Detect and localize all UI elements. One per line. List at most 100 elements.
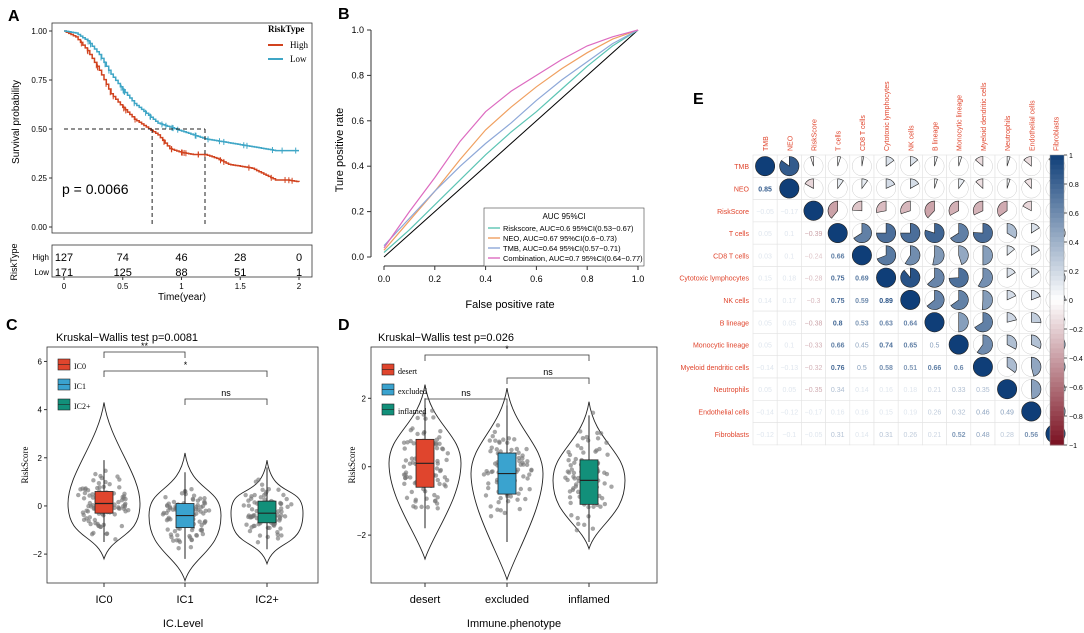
corr-pie xyxy=(972,223,993,243)
jitter-point xyxy=(576,521,581,527)
jitter-point xyxy=(430,408,435,413)
corr-value: −0.12 xyxy=(756,432,774,439)
corr-value: 0.52 xyxy=(952,432,966,439)
corr-col-label: Monocytic lineage xyxy=(957,95,964,151)
jitter-point xyxy=(241,503,247,508)
d-subtitle: Kruskal−Wallis test p=0.026 xyxy=(378,332,514,344)
sig-bracket xyxy=(103,351,186,358)
corr-value: 0.14 xyxy=(855,387,869,394)
corr-col-label: RiskScore xyxy=(812,119,819,151)
corr-pie xyxy=(861,156,865,167)
corr-value: −0.14 xyxy=(756,365,774,372)
jitter-point xyxy=(200,531,206,537)
corr-pie xyxy=(958,312,969,333)
jitter-point xyxy=(87,515,92,520)
corr-pie xyxy=(779,178,800,199)
jitter-point xyxy=(524,462,530,468)
colorbar-segment xyxy=(1050,188,1064,195)
corr-value: −0.32 xyxy=(805,365,823,372)
violin-IC0 xyxy=(67,402,141,561)
corr-col-label: Cytotoxic lymphocytes xyxy=(884,81,891,151)
jitter-point xyxy=(90,492,95,497)
roc-xlabel: False positive rate xyxy=(465,299,554,311)
jitter-point xyxy=(80,486,85,491)
corr-value: 0.49 xyxy=(1000,409,1014,416)
jitter-point xyxy=(171,499,177,505)
jitter-point xyxy=(82,490,88,496)
corr-row-label: T cells xyxy=(729,231,750,238)
colorbar-segment xyxy=(1050,174,1064,180)
ytick-label: 2 xyxy=(362,394,367,403)
corr-pie xyxy=(837,178,844,190)
jitter-point xyxy=(93,471,98,477)
jitter-point xyxy=(493,438,498,443)
jitter-point xyxy=(194,511,199,516)
jitter-point xyxy=(527,472,532,477)
jitter-point xyxy=(575,443,580,448)
km-plot: 0.00 0.25 0.50 0.75 1.00 0 0.5 1 1.5 2 Survival p… xyxy=(9,22,313,303)
corr-pie xyxy=(900,223,921,243)
colorbar-segment xyxy=(1050,358,1064,364)
violin-excluded xyxy=(470,387,544,582)
corr-value: 0.75 xyxy=(831,298,845,305)
colorbar-segment xyxy=(1050,159,1064,166)
ytick-label: 0 xyxy=(362,463,367,472)
corr-row-label: B lineage xyxy=(720,320,749,327)
colorbar-segment xyxy=(1050,304,1064,311)
jitter-point xyxy=(433,498,438,503)
jitter-point xyxy=(517,506,522,512)
colorbar-segment xyxy=(1050,232,1064,238)
colorbar-label: 0.8 xyxy=(1069,182,1079,189)
jitter-point xyxy=(498,495,503,501)
corr-pie xyxy=(1031,356,1042,377)
colorbar-segment xyxy=(1050,256,1064,262)
roc-ytick-label: 0.8 xyxy=(351,70,364,80)
roc-curve-combination xyxy=(383,29,639,249)
jitter-point xyxy=(95,521,100,527)
jitter-point xyxy=(247,528,253,534)
corr-row-label: Myeloid dendritic cells xyxy=(681,365,750,372)
ytick-label: 2 xyxy=(38,454,43,463)
jitter-point xyxy=(90,495,96,500)
jitter-point xyxy=(278,526,283,531)
jitter-point xyxy=(486,481,491,486)
jitter-point xyxy=(497,439,502,444)
risk-count: 127 xyxy=(55,252,73,264)
corr-pie xyxy=(1031,379,1042,400)
jitter-point xyxy=(567,489,573,494)
jitter-point xyxy=(252,513,257,518)
jitter-point xyxy=(563,475,568,480)
jitter-point xyxy=(276,487,281,492)
jitter-point xyxy=(413,497,419,502)
jitter-point xyxy=(161,510,166,516)
jitter-point xyxy=(198,496,203,501)
sig-bracket xyxy=(424,354,590,361)
corr-value: −0.35 xyxy=(805,387,823,394)
jitter-point xyxy=(276,509,281,514)
corr-value: 0.63 xyxy=(879,320,893,327)
jitter-point xyxy=(187,533,192,539)
corr-value: 0.69 xyxy=(855,276,869,283)
jitter-point xyxy=(76,492,81,498)
risk-count: 1 xyxy=(296,267,302,279)
jitter-point xyxy=(609,484,614,489)
colorbar-segment xyxy=(1050,275,1064,282)
jitter-point xyxy=(248,496,254,501)
jitter-point xyxy=(96,480,102,486)
risk-row-label: Low xyxy=(34,268,49,277)
colorbar-segment xyxy=(1050,179,1064,185)
corr-value: −0.28 xyxy=(805,276,823,283)
jitter-point xyxy=(199,522,204,528)
corr-pie xyxy=(924,312,945,333)
km-legend-high: High xyxy=(290,40,309,50)
jitter-point xyxy=(578,429,583,434)
roc-legend-entry: Riskscore, AUC=0.6 95%CI(0.53−0.67) xyxy=(503,224,634,233)
corr-pie xyxy=(932,245,945,266)
jitter-point xyxy=(431,415,436,420)
colorbar-label: −0.8 xyxy=(1069,414,1083,421)
corr-value: 0.35 xyxy=(976,387,990,394)
colorbar-segment xyxy=(1050,377,1064,383)
jitter-point xyxy=(275,529,280,535)
roc-ytick-label: 0.6 xyxy=(351,116,364,126)
colorbar-segment xyxy=(1050,382,1064,388)
